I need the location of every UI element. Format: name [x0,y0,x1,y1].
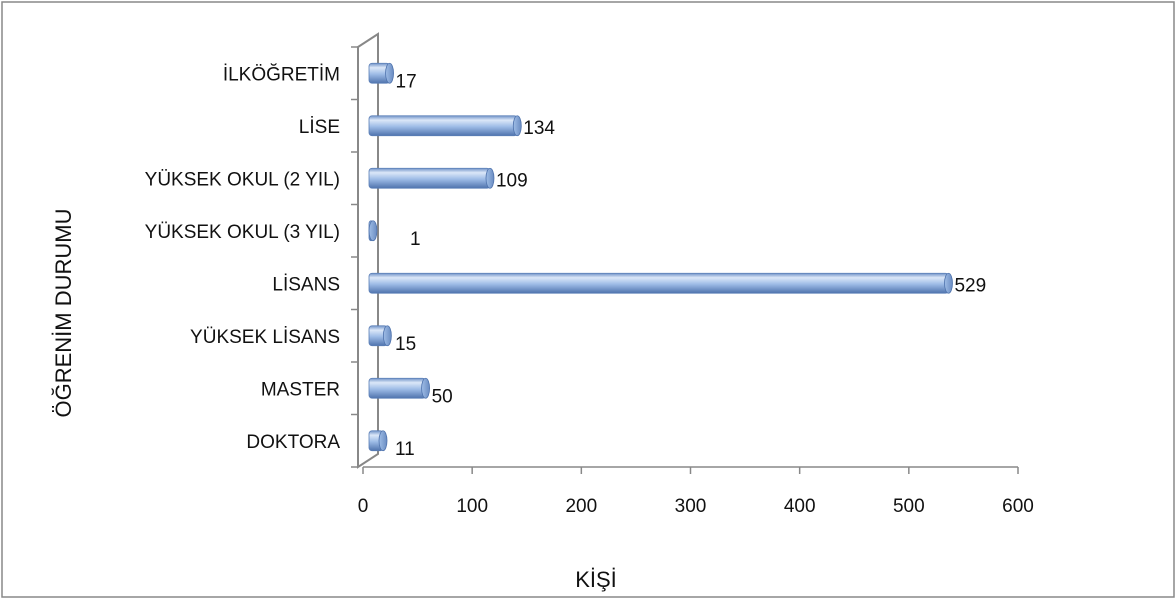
bar [368,377,430,399]
x-tick-label: 300 [675,496,707,517]
value-label: 11 [395,439,415,460]
category-label: LİSE [299,117,340,138]
x-axis-title: KİŞİ [575,567,617,592]
category-labels: İLKÖĞRETİM LİSE YÜKSEK OKUL (2 YIL) YÜKSEK … [145,63,341,453]
value-labels: 17 134 109 1 529 15 50 11 [395,71,986,460]
value-label: 134 [523,118,555,139]
category-label: YÜKSEK OKUL (3 YIL) [145,222,340,243]
bar [368,272,953,294]
category-label: YÜKSEK OKUL (2 YIL) [145,169,340,190]
bar [368,430,388,452]
category-label: LİSANS [272,274,340,295]
x-ticks [362,467,1019,474]
value-label: 15 [395,334,416,355]
y-ticks [351,46,358,468]
value-label: 17 [396,71,417,92]
x-tick-label: 500 [893,496,925,517]
category-label: DOKTORA [246,432,340,453]
x-tick-label: 100 [456,496,488,517]
bar [368,325,392,347]
x-tick-label: 600 [1002,496,1034,517]
category-label: MASTER [261,379,340,400]
value-label: 1 [410,229,421,250]
bar [368,115,522,137]
value-label: 50 [432,386,453,407]
category-label: İLKÖĞRETİM [223,63,340,85]
bar [368,62,394,84]
value-label: 529 [954,275,986,296]
x-tick-label: 400 [784,496,816,517]
bar [368,167,495,189]
x-tick-labels: 0 100 200 300 400 500 600 [358,496,1034,517]
y-axis-title: ÖĞRENİM DURUMU [51,209,76,418]
bar [368,220,378,242]
x-tick-label: 200 [565,496,597,517]
bars [368,62,953,452]
value-label: 109 [496,170,528,191]
category-label: YÜKSEK LİSANS [190,327,340,348]
x-tick-label: 0 [358,496,369,517]
axis-back-wall [357,32,379,469]
